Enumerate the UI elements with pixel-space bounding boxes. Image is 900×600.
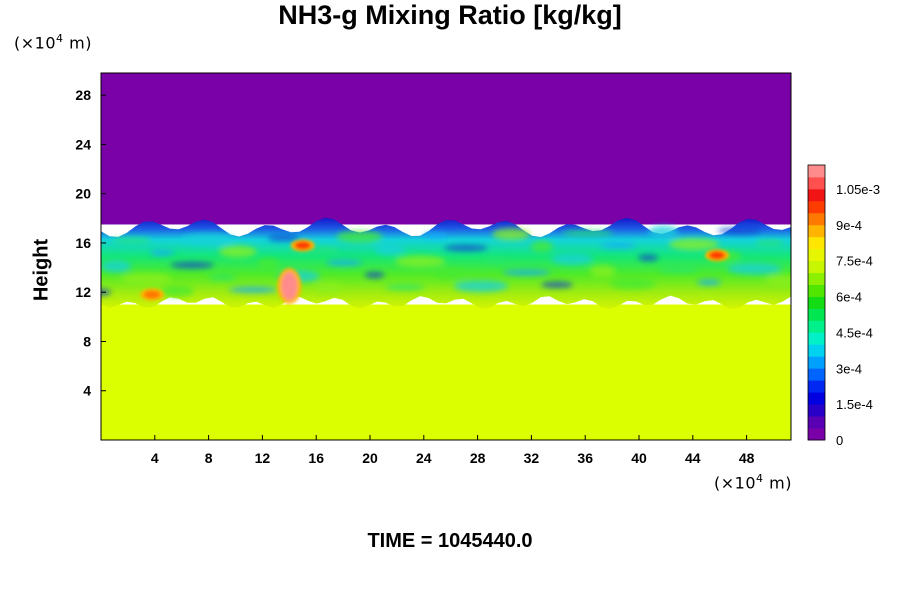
y-unit-suffix: m) <box>63 33 92 53</box>
y-tick-label: 16 <box>75 235 91 251</box>
colorbar-segment <box>808 224 825 238</box>
colorbar-tick-label: 1.05e-3 <box>836 182 880 197</box>
colorbar-segment <box>808 368 825 381</box>
colorbar-segment <box>808 308 825 321</box>
y-tick-label: 4 <box>83 383 91 399</box>
band-texture <box>101 225 791 297</box>
colorbar-segment <box>808 344 825 357</box>
x-tick-label: 24 <box>416 450 432 466</box>
colorbar-segment <box>808 260 825 274</box>
y-tick-label: 12 <box>75 284 91 300</box>
colorbar-segment <box>808 380 825 393</box>
x-axis: 4 8 12 16 20 24 28 32 36 40 44 48 <box>151 435 755 466</box>
x-tick-label: 40 <box>631 450 647 466</box>
colorbar-tick-label: 0 <box>836 433 843 448</box>
x-unit-exponent: 4 <box>756 472 764 485</box>
colorbar-segment <box>808 176 825 190</box>
y-tick-label: 24 <box>75 136 91 152</box>
colorbar-segment <box>808 404 825 417</box>
y-tick-label: 8 <box>83 333 91 349</box>
colorbar-segment <box>808 272 825 285</box>
colorbar-tick-label: 4.5e-4 <box>836 325 873 340</box>
plot-border <box>100 72 792 441</box>
colorbar-segment <box>808 165 825 178</box>
x-tick-label: 20 <box>362 450 378 466</box>
layer-lower <box>101 304 791 440</box>
colorbar-segment <box>808 188 825 202</box>
x-axis-unit: (×104 m) <box>714 472 792 492</box>
colorbar-segment <box>808 248 825 262</box>
y-axis-unit: (×104 m) <box>14 32 92 52</box>
colorbar-segment <box>808 416 825 429</box>
colorbar-tick-label: 7.5e-4 <box>836 254 873 269</box>
colorbar-segment <box>808 428 825 441</box>
colorbar-segment <box>808 200 825 214</box>
colorbar-tick-label: 6e-4 <box>836 290 862 305</box>
colorbar-segment <box>808 284 825 297</box>
colorbar-border <box>807 164 826 441</box>
colorbar-tick-label: 9e-4 <box>836 218 862 233</box>
hotspot <box>277 268 302 305</box>
x-tick-label: 36 <box>577 450 593 466</box>
time-label: TIME = 1045440.0 <box>367 530 533 552</box>
y-tick-label: 20 <box>75 186 91 202</box>
colorbar: 0 1.5e-4 3e-4 4.5e-4 6e-4 7.5e-4 9e-4 1.05e-3 <box>807 164 880 448</box>
hotspot <box>140 288 165 301</box>
x-unit-prefix: (×10 <box>714 473 757 493</box>
y-unit-exponent: 4 <box>56 32 64 45</box>
y-axis: 4 8 12 16 20 24 28 <box>75 87 106 399</box>
hotspot <box>705 249 730 262</box>
colorbar-segment <box>808 236 825 250</box>
colorbar-segment <box>808 332 825 345</box>
colorbar-segment <box>808 356 825 369</box>
plot-frame <box>100 72 792 441</box>
x-tick-label: 32 <box>524 450 540 466</box>
x-tick-label: 28 <box>470 450 486 466</box>
x-tick-label: 44 <box>685 450 701 466</box>
y-unit-prefix: (×10 <box>14 33 57 53</box>
colorbar-tick-label: 1.5e-4 <box>836 397 873 412</box>
x-unit-suffix: m) <box>763 473 792 493</box>
colorbar-segment <box>808 320 825 333</box>
x-tick-label: 12 <box>255 450 271 466</box>
colorbar-segment <box>808 212 825 226</box>
x-tick-label: 4 <box>151 450 159 466</box>
colorbar-tick-label: 3e-4 <box>836 361 862 376</box>
plot-field <box>101 73 791 440</box>
hotspot <box>290 239 315 252</box>
chart-title: NH3-g Mixing Ratio [kg/kg] <box>278 0 622 30</box>
layer-upper <box>101 73 791 225</box>
x-tick-label: 8 <box>205 450 213 466</box>
colorbar-segment <box>808 392 825 405</box>
colorbar-segment <box>808 296 825 309</box>
x-tick-label: 48 <box>739 450 755 466</box>
y-tick-label: 28 <box>75 87 91 103</box>
x-tick-label: 16 <box>308 450 324 466</box>
